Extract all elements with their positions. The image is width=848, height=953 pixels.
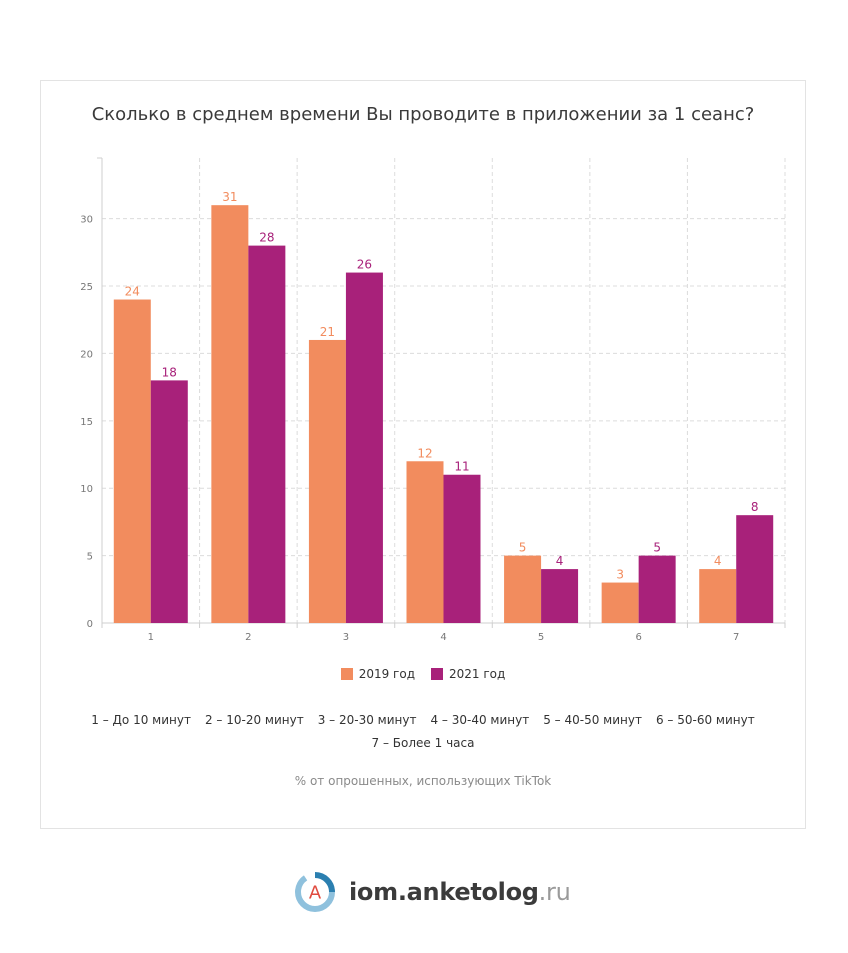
- bar-2021: [443, 474, 481, 623]
- bar-2019: [699, 569, 737, 623]
- data-label: 21: [320, 325, 335, 339]
- legend-label-2021: 2021 год: [449, 667, 506, 681]
- data-label: 4: [714, 554, 722, 568]
- data-label: 5: [519, 541, 527, 555]
- data-label: 24: [125, 285, 140, 299]
- x-tick-label: 6: [635, 632, 641, 641]
- note-6: 6 – 50-60 минут: [655, 713, 755, 727]
- y-tick-label: 25: [80, 282, 93, 293]
- x-tick-label: 2: [245, 632, 251, 641]
- bar-2021: [638, 555, 676, 623]
- note-1: 1 – До 10 минут: [91, 713, 191, 727]
- y-tick-label: 10: [80, 484, 93, 495]
- bar-chart: 0 5 10 15 20 25 30 24 18 1 31 28 2 21 26 3 12 11 4 5 4 5 3 5 6 4 8…: [80, 157, 786, 641]
- chart-source: % от опрошенных, использующих TikTok: [294, 774, 552, 788]
- brand-tld: .ru: [538, 878, 571, 906]
- legend-swatch-2019: [340, 668, 353, 680]
- note-7: 7 – Более 1 часа: [371, 736, 475, 750]
- x-tick-label: 3: [343, 632, 349, 641]
- x-tick-label: 1: [148, 632, 154, 641]
- data-label: 11: [454, 460, 469, 474]
- bar-2019: [504, 555, 542, 623]
- data-label: 5: [653, 541, 661, 555]
- legend-item-2021[interactable]: 2021 год: [431, 667, 505, 681]
- x-tick-label: 7: [733, 632, 739, 641]
- y-tick-label: 20: [80, 349, 93, 360]
- legend-swatch-2021: [431, 668, 443, 680]
- brand-footer[interactable]: A iom.anketolog.ru: [293, 870, 571, 914]
- x-tick-label: 5: [538, 632, 544, 641]
- note-3: 3 – 20-30 минут: [317, 713, 417, 727]
- data-label: 18: [162, 365, 177, 379]
- bar-2021: [345, 272, 383, 623]
- data-label: 3: [616, 568, 624, 582]
- data-label: 31: [222, 190, 237, 204]
- chart-title: Сколько в среднем времени Вы проводите в…: [91, 104, 755, 125]
- brand-name-main: iom.anketolog: [349, 878, 539, 906]
- chart-card: Сколько в среднем времени Вы проводите в…: [40, 80, 806, 829]
- x-tick-label: 4: [440, 632, 446, 641]
- notes-row-1: 1 – До 10 минут 2 – 10-20 минут 3 – 20-3…: [41, 709, 805, 732]
- bar-2019: [601, 582, 639, 623]
- bar-2021: [248, 245, 286, 623]
- data-label: 26: [357, 258, 372, 272]
- note-5: 5 – 40-50 минут: [543, 713, 642, 727]
- data-label: 28: [259, 231, 274, 245]
- anketolog-logo-icon: A: [295, 872, 335, 912]
- bar-2021: [736, 515, 774, 623]
- bar-2019: [308, 339, 346, 623]
- note-2: 2 – 10-20 минут: [204, 713, 304, 727]
- logo-letter: A: [309, 883, 322, 904]
- bar-2019: [211, 205, 249, 623]
- bar-2021: [541, 569, 579, 623]
- y-tick-label: 30: [80, 215, 93, 226]
- data-label: 8: [751, 500, 759, 514]
- note-4: 4 – 30-40 минут: [430, 713, 530, 727]
- legend-label-2019: 2019 год: [358, 667, 415, 681]
- data-label: 12: [417, 446, 432, 460]
- chart-legend: 2019 год 2021 год: [41, 667, 805, 681]
- y-tick-label: 15: [80, 417, 93, 428]
- y-tick-label: 0: [87, 619, 93, 630]
- brand-name: iom.anketolog.ru: [349, 878, 571, 906]
- bar-2019: [406, 461, 444, 623]
- category-notes: 1 – До 10 минут 2 – 10-20 минут 3 – 20-3…: [41, 709, 805, 755]
- bar-2021: [150, 380, 188, 623]
- y-tick-label: 5: [87, 552, 93, 563]
- data-label: 4: [556, 554, 564, 568]
- legend-item-2019[interactable]: 2019 год: [340, 667, 415, 681]
- bar-2019: [113, 299, 151, 623]
